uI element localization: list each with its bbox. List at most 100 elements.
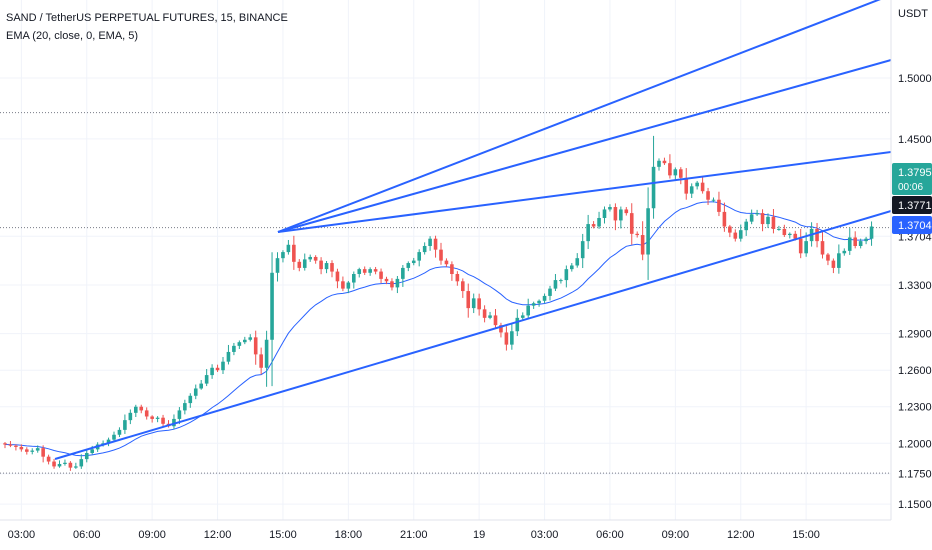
candle-body[interactable] [253, 337, 258, 355]
candle-body[interactable] [281, 252, 285, 259]
candle-body[interactable] [684, 177, 689, 194]
candle-body[interactable] [657, 160, 661, 167]
candle-body[interactable] [635, 233, 639, 236]
candle-body[interactable] [401, 267, 405, 279]
channel-resistance-line[interactable] [277, 151, 892, 233]
candle-body[interactable] [319, 260, 323, 270]
candle-body[interactable] [428, 238, 432, 246]
candle-body[interactable] [570, 265, 574, 270]
candle-body[interactable] [548, 288, 552, 296]
candle-body[interactable] [302, 259, 307, 268]
candle-body[interactable] [837, 253, 841, 268]
candle-body[interactable] [842, 250, 847, 254]
candle-body[interactable] [853, 237, 857, 246]
channel-support-line[interactable] [54, 210, 892, 460]
candle-body[interactable] [613, 207, 618, 221]
candle-body[interactable] [608, 207, 612, 210]
candle-body[interactable] [515, 317, 520, 332]
candle-body[interactable] [640, 235, 645, 255]
candle-body[interactable] [417, 252, 421, 261]
candle-body[interactable] [706, 191, 710, 200]
candle-body[interactable] [662, 160, 667, 164]
price-axis[interactable] [891, 0, 932, 520]
candle-body[interactable] [221, 361, 225, 371]
candle-body[interactable] [106, 439, 111, 444]
candle-body[interactable] [695, 182, 699, 187]
candle-body[interactable] [188, 395, 193, 404]
candle-body[interactable] [488, 315, 492, 318]
candle-body[interactable] [379, 271, 383, 279]
candle-body[interactable] [52, 461, 56, 467]
candle-body[interactable] [700, 182, 705, 192]
candle-body[interactable] [112, 434, 116, 440]
candle-body[interactable] [346, 282, 351, 289]
candle-body[interactable] [597, 217, 601, 227]
candle-body[interactable] [510, 331, 514, 345]
candle-body[interactable] [84, 453, 89, 460]
trendlines[interactable] [54, 0, 892, 460]
candle-body[interactable] [270, 272, 274, 340]
candle-body[interactable] [728, 226, 732, 233]
candle-body[interactable] [499, 325, 503, 333]
candle-body[interactable] [177, 410, 182, 419]
candle-body[interactable] [504, 332, 509, 345]
candle-body[interactable] [330, 263, 334, 272]
candle-body[interactable] [297, 261, 302, 268]
channel-middle-line[interactable] [277, 59, 892, 233]
channel-upper-line[interactable] [277, 0, 891, 233]
candle-body[interactable] [466, 291, 471, 309]
candle-body[interactable] [788, 233, 792, 236]
candle-body[interactable] [717, 199, 721, 212]
candle-body[interactable] [439, 249, 443, 261]
candle-body[interactable] [193, 388, 198, 396]
candle-body[interactable] [646, 208, 650, 255]
candle-body[interactable] [815, 228, 819, 242]
candle-body[interactable] [406, 263, 411, 268]
candle-body[interactable] [155, 417, 160, 419]
candle-body[interactable] [537, 300, 541, 304]
candle-body[interactable] [493, 315, 498, 326]
candle-body[interactable] [553, 280, 558, 289]
candle-body[interactable] [858, 241, 863, 246]
candlestick-series[interactable] [3, 135, 874, 471]
candle-body[interactable] [679, 169, 683, 178]
candle-body[interactable] [575, 258, 580, 266]
candle-body[interactable] [57, 463, 62, 467]
candle-body[interactable] [8, 444, 13, 446]
candle-body[interactable] [352, 274, 356, 283]
candle-body[interactable] [324, 263, 329, 270]
candle-body[interactable] [243, 339, 247, 343]
candle-body[interactable] [204, 375, 209, 384]
candle-body[interactable] [433, 238, 438, 250]
candle-body[interactable] [286, 244, 291, 253]
candle-body[interactable] [384, 278, 389, 282]
symbol-title[interactable]: SAND / TetherUS PERPETUAL FUTURES, 15, B… [6, 12, 288, 24]
candle-body[interactable] [455, 274, 460, 282]
candle-body[interactable] [357, 269, 362, 275]
candle-body[interactable] [237, 342, 242, 346]
candle-body[interactable] [777, 228, 781, 230]
candle-body[interactable] [144, 410, 149, 417]
candle-body[interactable] [134, 406, 138, 413]
candle-body[interactable] [30, 450, 35, 452]
candle-body[interactable] [68, 462, 73, 468]
candle-body[interactable] [373, 269, 378, 272]
candle-body[interactable] [461, 281, 465, 292]
candle-body[interactable] [826, 254, 830, 261]
candle-body[interactable] [248, 337, 253, 340]
candle-body[interactable] [308, 256, 312, 260]
candle-body[interactable] [150, 416, 154, 419]
candle-body[interactable] [117, 429, 122, 435]
candle-body[interactable] [422, 245, 427, 253]
candle-body[interactable] [362, 269, 367, 273]
candle-body[interactable] [19, 446, 24, 450]
time-axis[interactable] [0, 520, 932, 550]
candle-body[interactable] [14, 445, 18, 447]
candle-body[interactable] [722, 211, 727, 227]
candle-body[interactable] [477, 298, 481, 310]
candle-body[interactable] [804, 241, 808, 254]
candle-body[interactable] [232, 345, 236, 352]
candle-body[interactable] [450, 264, 454, 275]
candle-body[interactable] [411, 260, 416, 264]
